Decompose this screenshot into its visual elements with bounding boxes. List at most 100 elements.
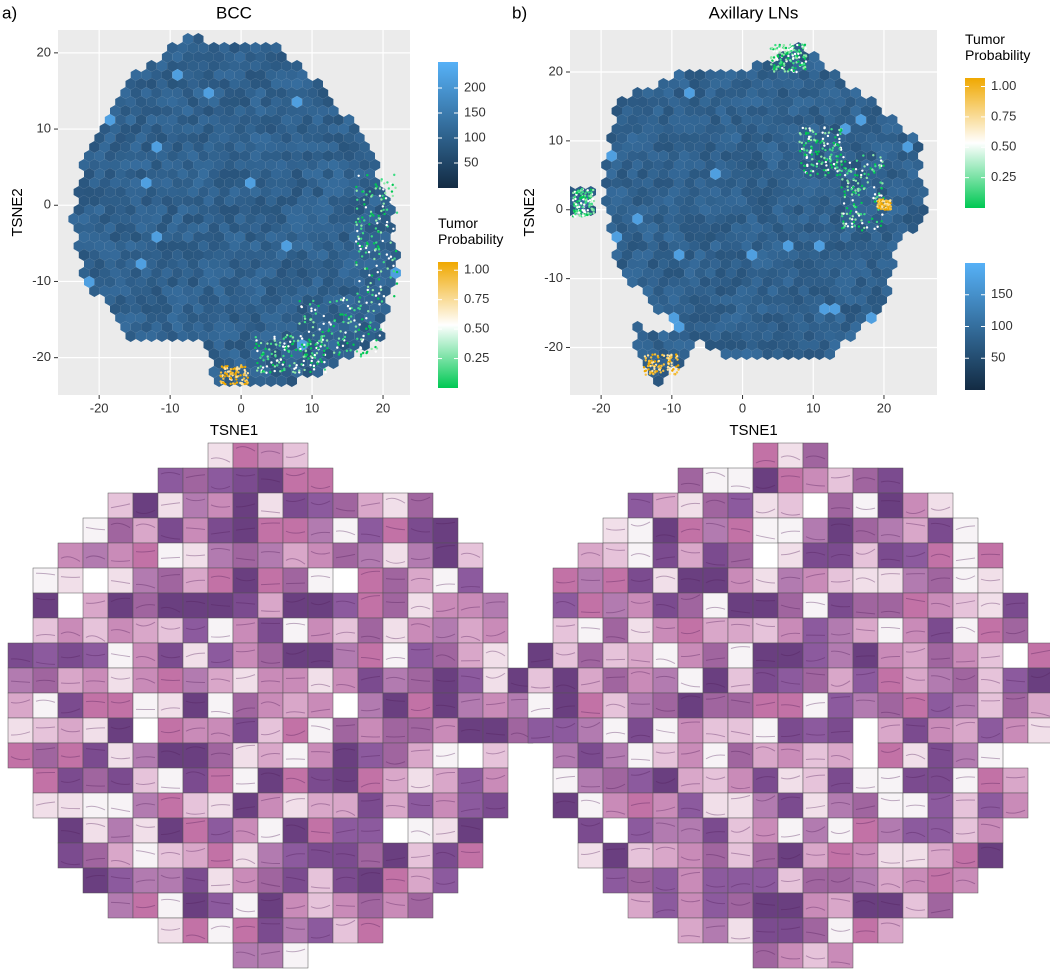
tile-texture xyxy=(310,708,331,713)
cell-dot xyxy=(384,197,388,200)
hexagon xyxy=(198,132,209,144)
tile-texture xyxy=(805,573,826,578)
cell-dot xyxy=(375,219,378,222)
cell-dot xyxy=(669,372,672,376)
tile xyxy=(207,792,234,819)
cell-dot xyxy=(370,347,373,351)
tile xyxy=(652,742,679,769)
hexagon xyxy=(632,339,643,351)
hexagon xyxy=(250,186,261,198)
tile-texture xyxy=(160,786,181,789)
tile xyxy=(727,917,754,944)
hexagon xyxy=(307,105,318,117)
hexagon xyxy=(328,249,339,261)
cell-dot xyxy=(282,354,285,358)
cell-dot xyxy=(591,188,595,192)
tile-texture xyxy=(235,707,256,713)
tile-texture xyxy=(780,576,801,580)
tile xyxy=(482,617,509,644)
tile-texture xyxy=(485,601,506,604)
hexagon xyxy=(297,267,308,279)
tile-texture xyxy=(605,877,626,879)
hexagon xyxy=(887,186,898,198)
tile xyxy=(827,567,854,594)
tile-texture xyxy=(485,672,506,679)
hexagon xyxy=(907,168,919,180)
cell-dot xyxy=(303,368,306,372)
hexagon xyxy=(861,123,872,135)
hexagon xyxy=(234,141,246,153)
cell-dot xyxy=(855,210,858,214)
cell-dot xyxy=(792,62,795,65)
tile xyxy=(482,692,509,719)
tile-texture xyxy=(930,872,951,877)
hexagon xyxy=(213,267,225,279)
tile xyxy=(652,717,679,744)
hexagon xyxy=(824,186,835,198)
tile xyxy=(357,617,384,644)
tile-texture xyxy=(880,828,901,833)
cell-dot xyxy=(285,334,289,337)
hexagon xyxy=(866,204,877,216)
tile xyxy=(257,517,284,544)
tile-texture xyxy=(855,477,876,481)
hexagon xyxy=(245,177,256,189)
tile xyxy=(777,467,804,494)
hexagon xyxy=(762,150,773,162)
cell-dot xyxy=(814,150,818,154)
cell-dot xyxy=(377,292,381,295)
hexagon xyxy=(146,60,157,72)
hexagon xyxy=(829,249,841,261)
tile xyxy=(877,892,904,919)
tile-texture xyxy=(580,680,601,686)
hexagon xyxy=(260,60,271,72)
hexagon xyxy=(663,231,674,243)
tile-texture xyxy=(160,898,181,902)
hexagon xyxy=(182,321,194,333)
hexagon xyxy=(224,159,235,171)
cell-dot xyxy=(783,70,787,73)
tile xyxy=(927,667,954,694)
hexagon xyxy=(767,339,778,351)
hexagon xyxy=(887,132,898,144)
hexagon xyxy=(694,285,706,297)
cell-dot xyxy=(836,166,839,169)
hexagon xyxy=(276,357,287,369)
cell-dot xyxy=(358,244,361,248)
hexagon xyxy=(663,177,674,189)
hexagon xyxy=(777,231,789,243)
tile-texture xyxy=(755,534,776,540)
hexagon xyxy=(187,222,199,234)
cell-dot xyxy=(869,167,872,170)
cell-dot xyxy=(851,185,855,189)
tile-texture xyxy=(185,934,206,940)
cell-dot xyxy=(578,205,581,209)
hexagon xyxy=(824,330,835,342)
hexagon xyxy=(161,177,173,189)
hexagon xyxy=(746,213,758,225)
tile xyxy=(627,792,654,819)
cell-dot xyxy=(304,353,307,356)
hexagon xyxy=(151,177,162,189)
cell-dot xyxy=(842,212,845,215)
hexagon xyxy=(741,186,752,198)
tile-texture xyxy=(185,474,206,479)
tile-texture xyxy=(555,800,576,804)
hexagon xyxy=(819,105,830,117)
tile xyxy=(232,542,259,569)
tile xyxy=(407,867,434,894)
hexagon xyxy=(663,303,674,315)
hexagon xyxy=(803,222,815,234)
tile-texture xyxy=(360,922,381,928)
tile-texture xyxy=(60,755,81,758)
hexagon xyxy=(684,123,695,135)
tile xyxy=(752,492,779,519)
cell-dot xyxy=(802,66,805,70)
hexagon xyxy=(167,132,178,144)
hexagon xyxy=(73,222,84,234)
tile xyxy=(57,642,84,669)
cell-dot xyxy=(655,370,659,373)
cell-dot xyxy=(287,350,291,353)
hexagon xyxy=(224,69,235,81)
tile xyxy=(752,692,779,719)
